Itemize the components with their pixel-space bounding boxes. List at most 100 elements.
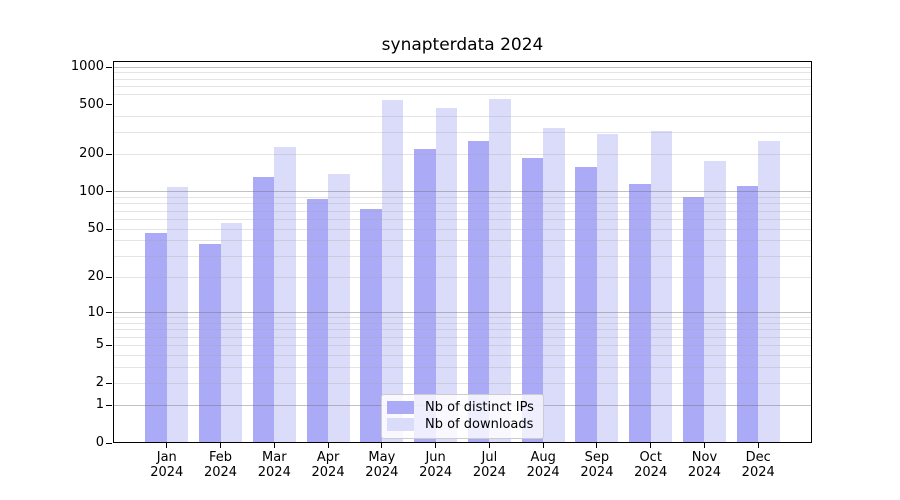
- minor-gridline-20: [113, 276, 812, 278]
- bar-distinct-ips-jun: [414, 149, 436, 443]
- bar-distinct-ips-apr: [306, 198, 329, 443]
- bar-downloads-may: [381, 99, 404, 443]
- bar-downloads-sep: [596, 134, 619, 443]
- bar-distinct-ips-jul: [467, 140, 490, 443]
- y-tick-1000: [106, 66, 112, 68]
- bar-distinct-ips-jan: [145, 233, 167, 443]
- minor-gridline-600: [113, 94, 812, 96]
- x-tick-label-jul: Jul 2024: [472, 450, 506, 480]
- y-tick-label-20: 20: [87, 269, 104, 285]
- minor-gridline-400: [113, 116, 812, 118]
- gridlines-layer: [113, 61, 812, 443]
- y-tick-label-5: 5: [95, 337, 104, 353]
- x-tick-may: [381, 443, 383, 448]
- bar-distinct-ips-feb: [199, 243, 221, 443]
- bar-distinct-ips-oct: [629, 184, 651, 443]
- bar-downloads-jun: [435, 108, 458, 443]
- minor-gridline-80: [113, 203, 812, 205]
- minor-gridline-300: [113, 131, 812, 133]
- bar-downloads-feb: [220, 222, 243, 443]
- minor-gridline-30: [113, 255, 812, 257]
- bar-distinct-ips-aug: [521, 158, 544, 443]
- legend-label-downloads: Nb of downloads: [425, 417, 534, 432]
- y-tick-10: [106, 312, 112, 313]
- x-tick-aug: [542, 443, 544, 448]
- x-tick-sep: [596, 443, 598, 448]
- y-tick-1: [106, 404, 112, 406]
- x-tick-label-aug: Aug 2024: [526, 450, 560, 480]
- x-tick-nov: [703, 443, 705, 448]
- y-tick-2: [106, 382, 112, 384]
- x-tick-label-jan: Jan 2024: [150, 450, 184, 480]
- y-tick-label-1000: 1000: [70, 59, 104, 75]
- minor-gridline-9: [113, 317, 812, 319]
- bar-downloads-jan: [166, 186, 189, 443]
- y-tick-label-10: 10: [87, 304, 104, 320]
- minor-gridline-800: [113, 78, 812, 80]
- y-tick-500: [106, 104, 112, 106]
- legend-row-downloads: Nb of downloads: [387, 416, 534, 433]
- x-tick-mar: [273, 443, 275, 448]
- minor-gridline-3: [113, 367, 812, 369]
- y-tick-5: [106, 344, 112, 346]
- minor-gridline-6: [113, 336, 812, 338]
- x-tick-label-may: May 2024: [365, 450, 399, 480]
- bar-downloads-mar: [274, 147, 296, 443]
- y-tick-label-200: 200: [79, 146, 104, 162]
- minor-gridline-700: [113, 85, 812, 87]
- x-tick-apr: [327, 443, 329, 448]
- bar-distinct-ips-may: [360, 208, 382, 443]
- minor-gridline-8: [113, 322, 812, 324]
- y-tick-20: [106, 276, 112, 278]
- minor-gridline-60: [113, 218, 812, 220]
- x-tick-feb: [220, 443, 222, 448]
- legend-row-distinct-ips: Nb of distinct IPs: [387, 399, 534, 416]
- minor-gridline-40: [113, 240, 812, 242]
- minor-gridline-50: [113, 228, 812, 230]
- y-tick-label-1: 1: [95, 397, 104, 413]
- x-tick-label-jun: Jun 2024: [419, 450, 453, 480]
- x-tick-dec: [757, 443, 759, 448]
- bar-downloads-jul: [489, 99, 511, 443]
- x-tick-jul: [488, 443, 490, 448]
- bar-distinct-ips-nov: [682, 196, 705, 443]
- major-gridline-10: [113, 312, 812, 313]
- minor-gridline-5: [113, 344, 812, 346]
- x-tick-label-apr: Apr 2024: [311, 450, 345, 480]
- y-tick-label-100: 100: [79, 183, 104, 199]
- x-tick-label-mar: Mar 2024: [257, 450, 291, 480]
- bar-downloads-apr: [328, 173, 350, 443]
- minor-gridline-70: [113, 210, 812, 212]
- y-tick-label-2: 2: [95, 375, 104, 391]
- y-tick-label-0: 0: [95, 435, 104, 450]
- y-tick-0: [106, 442, 112, 444]
- legend-swatch-downloads: [387, 418, 414, 431]
- bar-downloads-aug: [543, 127, 565, 443]
- bar-distinct-ips-sep: [575, 166, 597, 443]
- y-tick-50: [106, 228, 112, 230]
- plot-border: [113, 61, 812, 443]
- x-tick-label-nov: Nov 2024: [687, 450, 721, 480]
- plot-area: [113, 61, 812, 443]
- bar-downloads-nov: [704, 160, 726, 443]
- y-tick-label-500: 500: [79, 96, 104, 112]
- x-tick-label-feb: Feb 2024: [203, 450, 238, 480]
- minor-gridline-900: [113, 72, 812, 74]
- major-gridline-100: [113, 191, 812, 193]
- minor-gridline-200: [113, 153, 812, 155]
- legend: Nb of distinct IPs Nb of downloads: [381, 394, 544, 439]
- y-tick-100: [106, 191, 112, 193]
- bars-layer: [113, 61, 812, 443]
- bar-downloads-oct: [650, 131, 673, 443]
- minor-gridline-7: [113, 329, 812, 331]
- legend-swatch-distinct-ips: [387, 401, 414, 414]
- y-tick-label-50: 50: [87, 221, 104, 237]
- bar-distinct-ips-dec: [736, 186, 759, 443]
- x-tick-label-dec: Dec 2024: [741, 450, 775, 480]
- bar-downloads-dec: [758, 141, 780, 443]
- x-tick-oct: [650, 443, 652, 448]
- bar-distinct-ips-mar: [252, 176, 275, 443]
- legend-label-distinct-ips: Nb of distinct IPs: [425, 400, 534, 415]
- major-gridline-1000: [113, 66, 812, 68]
